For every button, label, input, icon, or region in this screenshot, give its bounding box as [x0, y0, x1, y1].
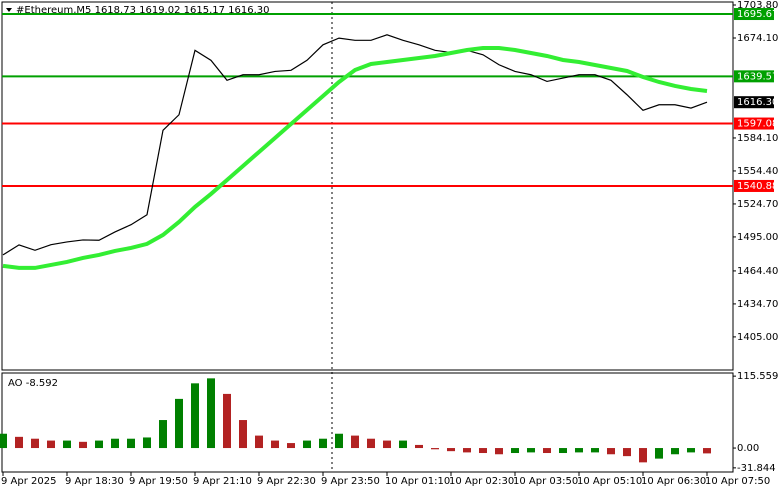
ao-bar	[319, 438, 327, 449]
ao-bar	[239, 420, 247, 449]
ao-bar	[559, 448, 567, 454]
ao-bar	[495, 448, 503, 455]
ao-bar	[271, 440, 279, 449]
ao-bar	[511, 448, 519, 454]
ao-bar	[415, 444, 423, 449]
ao-bar	[623, 448, 631, 457]
ao-bar	[367, 438, 375, 449]
ao-bar	[31, 438, 39, 449]
y-tick-label: 1434.70	[737, 299, 778, 310]
ao-bar	[175, 398, 183, 449]
ao-bar	[399, 440, 407, 449]
ao-bar	[543, 448, 551, 454]
x-tick-label: 9 Apr 18:30	[65, 476, 124, 487]
ao-bar	[47, 440, 55, 449]
y-tick-label: 1703.80	[737, 0, 778, 11]
y-tick-label: 1405.00	[737, 332, 778, 343]
level-label: 1597.08	[737, 119, 778, 130]
y-tick-label: 1674.10	[737, 33, 778, 44]
moving-average	[2, 45, 708, 270]
ao-bar	[207, 378, 215, 449]
y-tick-label: -31.844	[737, 463, 776, 474]
price-line	[2, 34, 708, 256]
ao-bar	[703, 448, 711, 454]
x-tick-label: 9 Apr 19:50	[129, 476, 188, 487]
level-label: 1540.88	[737, 181, 778, 192]
ao-bar	[687, 448, 695, 453]
ao-bar	[95, 440, 103, 449]
level-label-bg	[734, 8, 774, 21]
x-tick-label: 9 Apr 2025	[1, 476, 56, 487]
ao-title: AO -8.592	[8, 378, 58, 389]
ao-bar	[287, 443, 295, 449]
ao-bar	[127, 438, 135, 449]
y-tick-label: 1584.10	[737, 133, 778, 144]
ao-bar	[335, 433, 343, 449]
ao-bar	[191, 383, 199, 449]
ao-bar	[111, 438, 119, 449]
level-label: 1695.67	[737, 9, 778, 20]
level-label-bg	[734, 70, 774, 83]
level-label-bg	[734, 117, 774, 130]
ao-bar	[447, 448, 455, 452]
ao-bar	[671, 448, 679, 455]
last-price-bg	[734, 96, 774, 109]
y-tick-label: 1524.70	[737, 199, 778, 210]
ao-bar	[79, 441, 87, 449]
ao-bar	[159, 420, 167, 449]
ao-bar	[143, 437, 151, 449]
x-tick-label: 9 Apr 23:50	[321, 476, 380, 487]
level-label: 1639.57	[737, 71, 778, 82]
y-tick-label: 1495.00	[737, 232, 778, 243]
y-tick-label: 1464.40	[737, 266, 778, 277]
ao-bar	[303, 440, 311, 449]
ao-bar	[351, 435, 359, 449]
y-tick-label: 115.559	[737, 371, 778, 382]
ao-bar	[639, 448, 647, 463]
y-tick-label: 0.00	[737, 443, 759, 454]
ao-bar	[223, 393, 231, 449]
menu-arrow	[6, 8, 12, 12]
ao-bar	[63, 440, 71, 449]
ao-bar	[255, 435, 263, 449]
ao-panel	[1, 372, 734, 473]
ao-bar	[575, 448, 583, 453]
x-tick-label: 10 Apr 01:10	[385, 476, 450, 487]
level-label-bg	[734, 179, 774, 192]
y-tick-label: 1554.40	[737, 166, 778, 177]
ao-bar	[383, 440, 391, 449]
ao-bar	[607, 448, 615, 455]
x-tick-label: 9 Apr 21:10	[193, 476, 252, 487]
x-tick-label: 10 Apr 02:30	[449, 476, 514, 487]
x-tick-label: 10 Apr 06:30	[641, 476, 706, 487]
x-tick-label: 9 Apr 22:30	[257, 476, 316, 487]
ao-bar	[591, 448, 599, 453]
ao-bar	[463, 448, 471, 453]
ao-bar	[15, 436, 23, 449]
x-tick-label: 10 Apr 07:50	[705, 476, 770, 487]
ao-bar	[527, 448, 535, 453]
x-tick-label: 10 Apr 05:10	[577, 476, 642, 487]
ao-bar	[431, 448, 439, 450]
ao-bar	[655, 448, 663, 459]
last-price-label: 1616.30	[737, 97, 778, 108]
ao-bar	[0, 433, 7, 449]
x-tick-label: 10 Apr 03:50	[513, 476, 578, 487]
chart-title: #Ethereum,M5 1618.73 1619.02 1615.17 161…	[16, 5, 270, 16]
ao-bar	[479, 448, 487, 454]
